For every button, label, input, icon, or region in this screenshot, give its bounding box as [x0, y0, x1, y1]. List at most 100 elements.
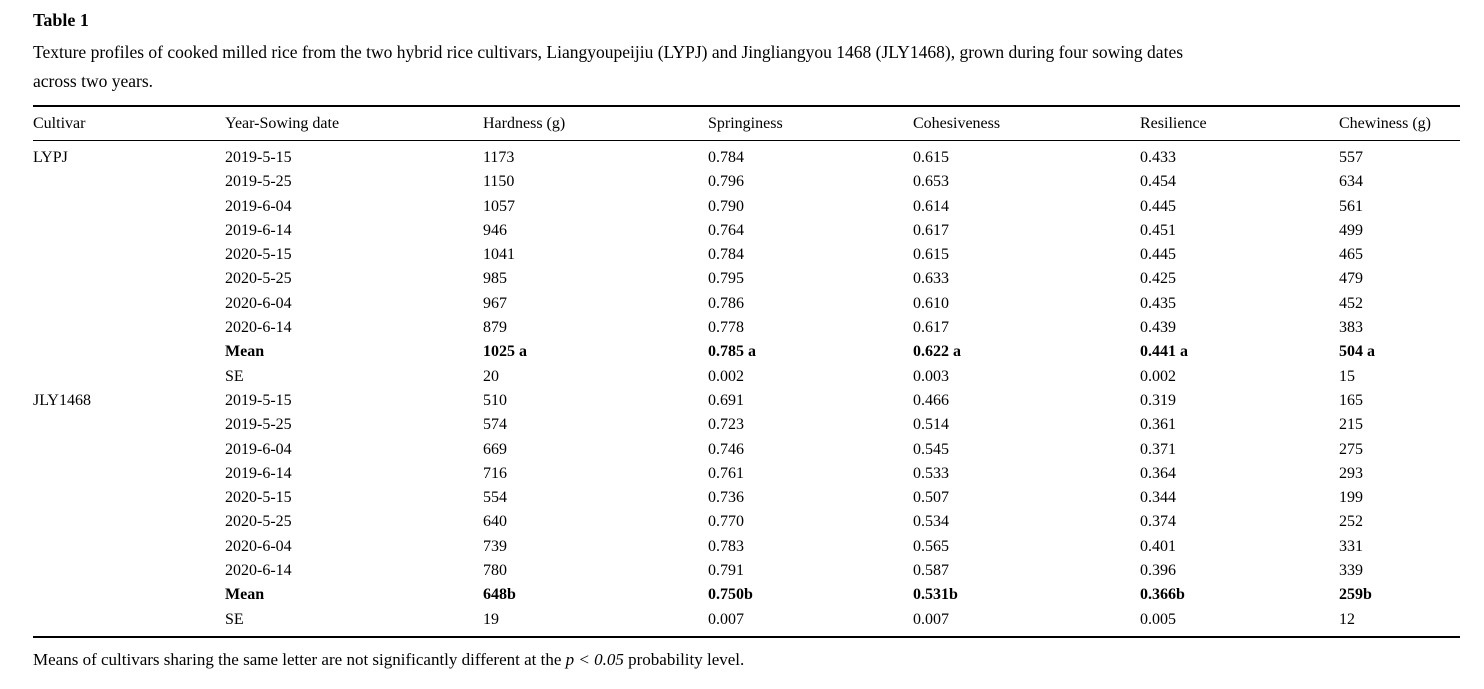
table-cell: 2019-6-14 — [225, 221, 292, 239]
table-cell: 634 — [1339, 173, 1363, 191]
table-row: Mean 648b 0.750b 0.531b 0.366b 259b — [33, 583, 1460, 607]
table-cell: 574 — [483, 416, 507, 434]
table-cell: 561 — [1339, 197, 1363, 215]
table-cell: 2019-5-15 — [225, 391, 292, 409]
table-row: 2020-5-15 1041 0.784 0.615 0.445 465 — [33, 243, 1460, 267]
table-cell — [33, 535, 225, 559]
column-header-hardness: Hardness (g) — [483, 106, 708, 141]
table-cell: 20 — [483, 367, 499, 385]
table-row: 2020-6-04 967 0.786 0.610 0.435 452 — [33, 292, 1460, 316]
table-cell: 0.466 — [913, 391, 949, 409]
footnote-pvalue: p < 0.05 — [565, 649, 624, 669]
table-cell: JLY1468 — [33, 391, 91, 409]
table-cell: 0.003 — [913, 367, 949, 385]
table-cell: 0.371 — [1140, 440, 1176, 458]
table-cell: 0.783 — [708, 537, 744, 555]
table-cell: 0.319 — [1140, 391, 1176, 409]
table-cell: 510 — [483, 391, 507, 409]
table-row: Mean 1025 a 0.785 a 0.622 a 0.441 a 504 a — [33, 340, 1460, 364]
table-cell: 19 — [483, 610, 499, 628]
table-cell: 275 — [1339, 440, 1363, 458]
table-cell — [33, 583, 225, 607]
table-cell: 2019-5-25 — [225, 416, 292, 434]
table-row: 2019-6-14 716 0.761 0.533 0.364 293 — [33, 462, 1460, 486]
table-cell: 640 — [483, 513, 507, 531]
table-row: 2020-5-15 554 0.736 0.507 0.344 199 — [33, 486, 1460, 510]
table-cell: SE — [225, 367, 244, 385]
table-cell: 1041 — [483, 246, 515, 264]
table-cell: 0.435 — [1140, 294, 1176, 312]
table-row: 2020-5-25 640 0.770 0.534 0.374 252 — [33, 510, 1460, 534]
table-cell: 669 — [483, 440, 507, 458]
table-cell: 0.007 — [913, 610, 949, 628]
table-cell: Mean — [225, 586, 265, 604]
table-cell: 0.795 — [708, 270, 744, 288]
table-cell — [33, 486, 225, 510]
table-cell: 339 — [1339, 562, 1363, 580]
table-cell: 0.401 — [1140, 537, 1176, 555]
table-cell: 2020-6-14 — [225, 319, 292, 337]
table-cell: 165 — [1339, 391, 1363, 409]
table-cell: 557 — [1339, 149, 1363, 166]
table-cell: 985 — [483, 270, 507, 288]
table-cell: 293 — [1339, 464, 1363, 482]
table-cell: 1025 a — [483, 343, 527, 361]
table-cell: 2020-5-25 — [225, 270, 292, 288]
table-cell: 0.750b — [708, 586, 753, 604]
table-row: 2020-6-14 879 0.778 0.617 0.439 383 — [33, 316, 1460, 340]
table-row: 2020-5-25 985 0.795 0.633 0.425 479 — [33, 267, 1460, 291]
table-cell: 0.439 — [1140, 319, 1176, 337]
table-cell: 0.723 — [708, 416, 744, 434]
table-cell: 0.451 — [1140, 221, 1176, 239]
table-cell: 780 — [483, 562, 507, 580]
table-cell: 259b — [1339, 586, 1372, 604]
table-cell: 0.514 — [913, 416, 949, 434]
table-cell: 383 — [1339, 319, 1363, 337]
table-cell — [33, 413, 225, 437]
table-cell: 716 — [483, 464, 507, 482]
table-header: Cultivar Year-Sowing date Hardness (g) S… — [33, 106, 1460, 141]
table-cell: 0.615 — [913, 149, 949, 166]
table-row: LYPJ 2019-5-15 1173 0.784 0.615 0.433 557 — [33, 141, 1460, 171]
footnote-suffix: probability level. — [623, 649, 745, 669]
table-cell: Mean — [225, 343, 265, 361]
table-cell: 0.366b — [1140, 586, 1185, 604]
table-row: 2020-6-04 739 0.783 0.565 0.401 331 — [33, 535, 1460, 559]
table-cell: 1057 — [483, 197, 515, 215]
table-cell: 15 — [1339, 367, 1355, 385]
table-cell: 0.002 — [708, 367, 744, 385]
table-cell: 879 — [483, 319, 507, 337]
table-cell: 215 — [1339, 416, 1363, 434]
column-header-resilience: Resilience — [1140, 106, 1339, 141]
table-cell: 0.770 — [708, 513, 744, 531]
table-cell: 0.785 a — [708, 343, 756, 361]
table-row: 2019-5-25 1150 0.796 0.653 0.454 634 — [33, 170, 1460, 194]
table-cell: 2019-6-04 — [225, 440, 292, 458]
table-cell: 554 — [483, 489, 507, 507]
table-cell: 0.622 a — [913, 343, 961, 361]
table-cell — [33, 438, 225, 462]
table-cell: 0.791 — [708, 562, 744, 580]
table-cell: 199 — [1339, 489, 1363, 507]
table-row: 2020-6-14 780 0.791 0.587 0.396 339 — [33, 559, 1460, 583]
table-row: 2019-5-25 574 0.723 0.514 0.361 215 — [33, 413, 1460, 437]
table-cell — [33, 365, 225, 389]
table-cell: 0.002 — [1140, 367, 1176, 385]
table-cell: 0.736 — [708, 489, 744, 507]
table-cell: 0.445 — [1140, 197, 1176, 215]
table-cell: 0.433 — [1140, 149, 1176, 166]
table-cell — [33, 462, 225, 486]
table-cell: 0.344 — [1140, 489, 1176, 507]
table-cell: 739 — [483, 537, 507, 555]
texture-profiles-table: Cultivar Year-Sowing date Hardness (g) S… — [33, 105, 1460, 638]
table-cell: 2020-6-04 — [225, 294, 292, 312]
table-cell: 12 — [1339, 610, 1355, 628]
table-cell: 0.617 — [913, 319, 949, 337]
table-cell: 0.531b — [913, 586, 958, 604]
table-cell: 0.007 — [708, 610, 744, 628]
caption-line-1: Texture profiles of cooked milled rice f… — [33, 42, 1184, 62]
table-cell: 2020-5-15 — [225, 489, 292, 507]
header-row: Cultivar Year-Sowing date Hardness (g) S… — [33, 106, 1460, 141]
table-caption: Texture profiles of cooked milled rice f… — [33, 38, 1460, 96]
table-cell: SE — [225, 610, 244, 628]
